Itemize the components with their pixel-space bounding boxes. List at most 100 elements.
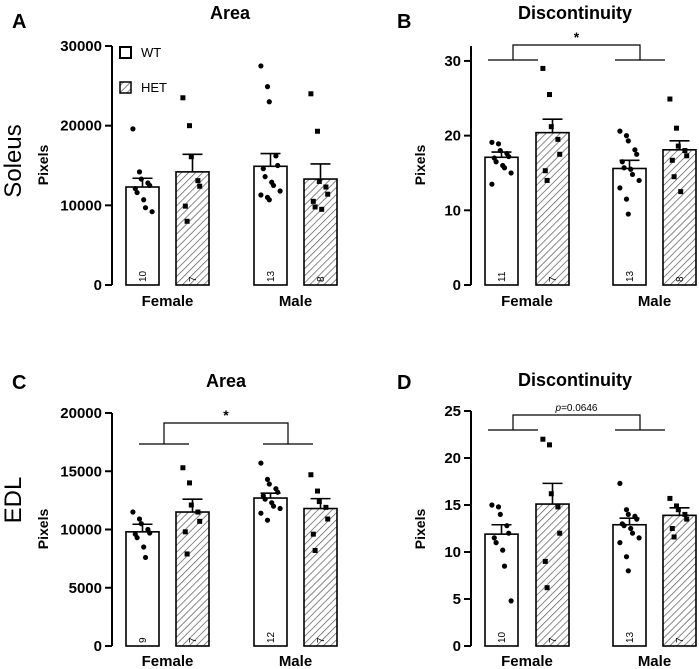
data-point [506,153,512,160]
bar-female-wt [484,533,519,647]
bar-female-het [535,503,570,647]
y-tick-label: 0 [453,638,461,655]
data-point [491,535,497,541]
data-point [312,204,318,210]
data-point [625,138,631,144]
data-point [506,530,512,536]
data-point [141,197,147,203]
data-point [678,189,684,195]
data-point [625,568,631,574]
data-point [270,503,277,509]
x-category-label: Female [142,653,194,669]
significance-label: * [223,407,229,423]
data-point [130,126,136,132]
n-label-female-wt: 11 [497,271,508,282]
n-label-female-wt: 10 [138,270,149,282]
x-category-label: Female [501,293,553,310]
data-point [544,585,550,591]
data-point [621,165,627,171]
row-label-edl: EDL [0,477,27,524]
data-point [617,480,623,486]
data-point [629,530,636,536]
data-point [319,206,325,212]
data-point [141,544,147,550]
data-point [674,125,679,131]
data-point [142,554,149,561]
n-label-male-het: 8 [675,276,686,282]
data-point [258,510,264,516]
data-point [187,123,192,129]
data-point [634,516,640,522]
data-point [195,509,201,515]
data-point [555,504,561,510]
data-point [315,128,320,134]
data-point [542,168,548,174]
data-point [262,174,268,180]
data-point [275,489,281,495]
data-point [682,148,688,154]
data-point [134,189,140,196]
data-point [308,472,314,478]
data-point [623,507,630,513]
data-point [623,554,630,560]
data-point [188,502,194,508]
data-point [500,547,506,553]
bar-female-wt [125,186,160,286]
data-point [625,511,631,517]
n-label-female-wt: 10 [497,631,508,643]
data-point [187,480,192,486]
data-point [636,177,642,184]
data-point [325,516,331,522]
n-label-female-het: 7 [548,637,559,643]
bar-female-het [175,511,210,647]
data-point [266,481,272,487]
data-point [489,181,495,187]
bar-female-het [535,131,570,286]
bar-male-het [662,514,697,647]
data-point [617,128,623,134]
bar-male-wt [253,165,288,286]
y-tick-label: 15000 [60,463,102,480]
data-point [188,154,194,160]
data-point [671,174,677,180]
data-point [262,496,268,502]
data-point [684,153,690,159]
data-point [138,521,144,527]
data-point [548,491,554,497]
y-tick-label: 10000 [60,522,102,539]
data-point [134,535,140,541]
x-category-label: Male [638,653,671,669]
n-label-male-het: 8 [316,276,327,282]
data-point [149,209,155,215]
y-tick-label: 30 [444,53,461,70]
data-point [675,507,681,513]
data-point [147,182,153,189]
y-axis-label: Pixels [35,509,51,550]
x-category-label: Male [638,293,671,310]
data-point [147,530,153,536]
data-point [264,517,271,523]
bar-male-het [303,178,338,286]
x-category-label: Male [279,293,312,310]
significance-bracket [488,44,665,61]
panel-c: Area Pixels 0 5000 10000 15000 20000 9 7 12 7 Femal… [35,371,338,669]
data-point [310,531,316,537]
data-point [555,136,561,142]
data-point [180,465,186,471]
data-point [132,186,138,192]
data-point [197,183,203,189]
bar-male-het [662,149,697,286]
data-point [195,178,201,184]
y-tick-label: 30000 [60,38,102,55]
data-point [277,188,283,194]
n-label-male-het: 7 [675,637,686,643]
significance-bracket [139,422,313,445]
data-point [544,177,550,183]
y-tick-label: 0 [94,277,102,294]
data-point [675,143,681,149]
y-tick-label: 20 [444,128,461,145]
data-point [628,166,634,172]
data-point [497,511,503,517]
legend-label-wt: WT [141,45,161,60]
y-tick-label: 0 [453,277,461,294]
